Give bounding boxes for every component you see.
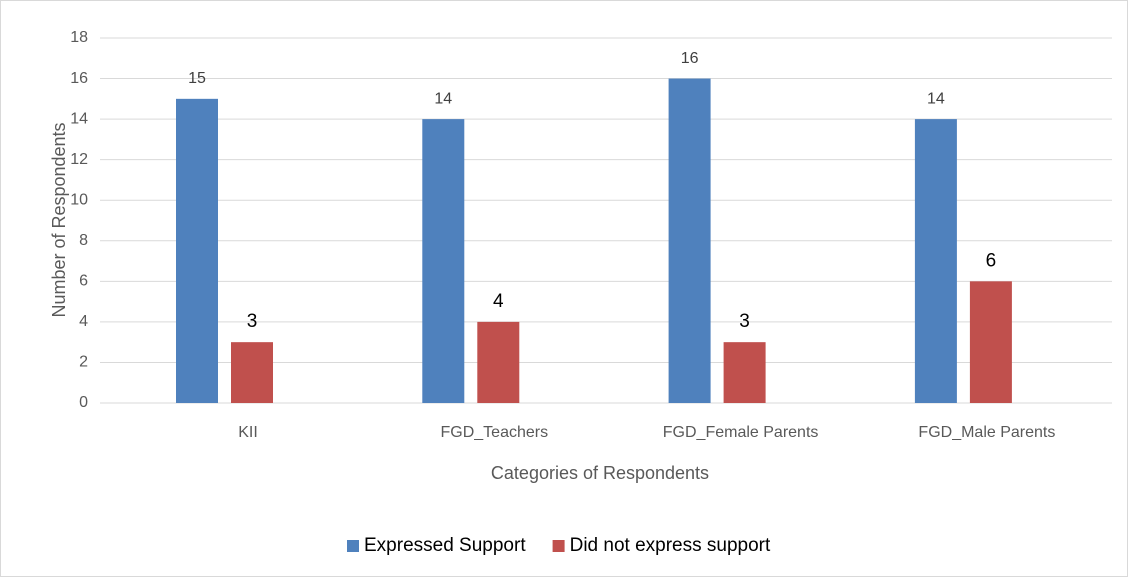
y-tick-label: 6 xyxy=(79,273,88,290)
bar xyxy=(477,321,520,403)
y-tick-label: 8 xyxy=(79,232,88,249)
y-tick-label: 4 xyxy=(79,313,88,330)
value-label: 16 xyxy=(681,50,699,67)
x-tick-label: KII xyxy=(238,424,258,441)
x-axis-title: Categories of Respondents xyxy=(491,463,709,483)
value-label: 3 xyxy=(247,311,258,332)
y-tick-label: 0 xyxy=(79,394,88,411)
x-tick-label: FGD_Male Parents xyxy=(918,424,1055,441)
bar xyxy=(231,342,273,403)
legend-swatch xyxy=(347,540,359,552)
y-tick-label: 14 xyxy=(70,110,88,127)
bar xyxy=(176,98,218,403)
bar xyxy=(422,119,465,403)
y-axis-title: Number of Respondents xyxy=(49,122,69,317)
value-label: 3 xyxy=(739,311,750,332)
bar xyxy=(969,281,1012,403)
y-tick-label: 10 xyxy=(70,191,88,208)
y-tick-label: 2 xyxy=(79,354,88,371)
y-tick-label: 18 xyxy=(70,29,88,46)
legend-swatch xyxy=(552,540,565,552)
x-tick-label: FGD_Female Parents xyxy=(663,424,819,441)
value-label: 14 xyxy=(927,90,945,107)
y-tick-label: 16 xyxy=(70,70,88,87)
x-tick-label: FGD_Teachers xyxy=(441,424,549,441)
bar xyxy=(914,119,957,403)
y-tick-label: 12 xyxy=(70,151,88,168)
value-label: 4 xyxy=(493,291,504,312)
value-label: 6 xyxy=(986,250,997,271)
value-label: 15 xyxy=(188,70,206,87)
bar xyxy=(668,78,711,404)
bar xyxy=(723,342,766,403)
value-label: 14 xyxy=(434,90,452,107)
legend-label: Did not express support xyxy=(570,535,771,556)
legend-label: Expressed Support xyxy=(364,535,526,556)
